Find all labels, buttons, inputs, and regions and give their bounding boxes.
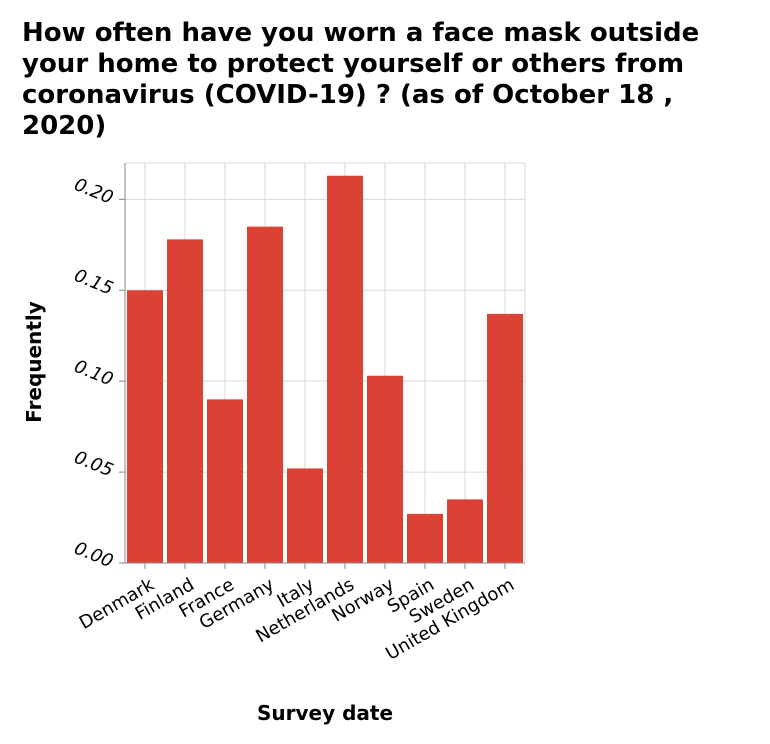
bar-germany: [247, 226, 283, 564]
bar-denmark: [127, 290, 163, 563]
axes: [119, 163, 525, 569]
y-tick-label: 0.10: [71, 356, 116, 390]
y-axis-title: Frequently: [22, 301, 46, 423]
chart-title: How often have you worn a face mask outs…: [22, 18, 700, 141]
bar-norway: [367, 375, 403, 563]
y-tick-label: 0.20: [71, 174, 116, 208]
bar-sweden: [447, 499, 483, 563]
y-tick-label: 0.00: [71, 538, 116, 572]
y-tick-label: 0.05: [71, 447, 116, 481]
y-tick-label: 0.15: [71, 265, 116, 299]
x-tick-labels: DenmarkFinlandFranceGermanyItalyNetherla…: [76, 574, 518, 665]
bar-netherlands: [327, 175, 363, 563]
bar-united-kingdom: [487, 313, 523, 563]
bar-italy: [287, 468, 323, 563]
bar-finland: [167, 239, 203, 563]
y-tick-labels: 0.00 0.05 0.10 0.15 0.20: [71, 174, 116, 572]
bar-france: [207, 399, 243, 563]
x-axis-title: Survey date: [257, 701, 393, 725]
bar-spain: [407, 513, 443, 563]
bars: [127, 175, 523, 564]
